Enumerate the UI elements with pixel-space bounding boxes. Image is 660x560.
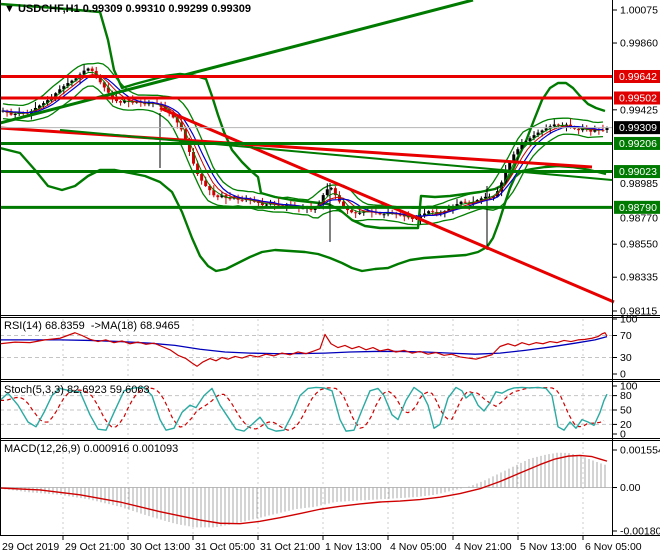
svg-text:29 Oct 21:00: 29 Oct 21:00 [65,541,125,553]
trendlines [0,0,615,304]
svg-text:0.98770: 0.98770 [620,213,658,225]
svg-text:70: 70 [620,330,632,342]
rsi-indicator-label: RSI(14) 68.8359 ->MA(18) 68.9465 [4,320,180,332]
svg-text:0.00: 0.00 [620,482,641,494]
svg-text:0.99023: 0.99023 [619,166,657,178]
svg-text:0.98550: 0.98550 [620,239,658,251]
svg-text:1 Nov 13:00: 1 Nov 13:00 [325,541,382,553]
horizontal-levels [0,74,613,209]
svg-text:0: 0 [620,429,626,441]
panel-borders [0,0,660,536]
svg-text:4 Nov 21:00: 4 Nov 21:00 [455,541,512,553]
macd-indicator-label: MACD(12,26,9) 0.000916 0.001093 [4,443,179,455]
stochastic-panel [0,386,613,432]
svg-text:30 Oct 13:00: 30 Oct 13:00 [130,541,190,553]
current-price-badge: 0.99309 [614,121,660,135]
svg-text:0: 0 [620,369,626,381]
price-level-badge: 0.99642 [614,69,660,83]
svg-text:0.99309: 0.99309 [619,122,657,134]
svg-text:0.99425: 0.99425 [620,104,658,116]
svg-text:30: 30 [620,352,632,364]
svg-text:100: 100 [620,314,638,326]
chart-title: ▼ USDCHF,H1 0.99309 0.99310 0.99299 0.99… [4,3,251,15]
svg-text:0.98790: 0.98790 [619,202,657,214]
svg-text:29 Oct 2019: 29 Oct 2019 [2,541,59,553]
price-level-badge: 0.99023 [614,165,660,179]
rsi-scale: 100 70 30 0 [613,314,638,381]
svg-text:-0.001801: -0.001801 [620,526,660,538]
svg-text:5 Nov 13:00: 5 Nov 13:00 [520,541,577,553]
time-axis: 29 Oct 2019 29 Oct 21:00 30 Oct 13:00 31 Oc… [2,536,642,553]
macd-panel [0,452,613,528]
svg-text:80: 80 [620,390,632,402]
svg-text:0.98335: 0.98335 [620,272,658,284]
svg-text:1.00075: 1.00075 [620,5,658,17]
price-level-badge: 0.98790 [614,200,660,214]
inner-bollinger-band [2,62,604,226]
price-level-badge: 0.99206 [614,136,660,150]
svg-text:31 Oct 21:00: 31 Oct 21:00 [260,541,320,553]
symbol-ohlc-title: USDCHF,H1 0.99309 0.99310 0.99299 0.9930… [17,3,251,15]
svg-text:0.99642: 0.99642 [619,71,657,83]
svg-text:0.99206: 0.99206 [619,138,657,150]
svg-text:0.99502: 0.99502 [619,92,657,104]
svg-text:50: 50 [620,405,632,417]
macd-scale: 0.001554 0.00 -0.001801 [613,445,660,538]
price-level-badge: 0.99502 [614,91,660,105]
rsi-panel [0,332,613,367]
svg-text:6 Nov 05:00: 6 Nov 05:00 [585,541,642,553]
svg-text:31 Oct 05:00: 31 Oct 05:00 [195,541,255,553]
svg-text:20: 20 [620,419,632,431]
svg-text:0.99860: 0.99860 [620,38,658,50]
symbol-dropdown-arrow-icon[interactable]: ▼ [4,3,15,15]
svg-text:0.001554: 0.001554 [620,445,660,457]
stoch-indicator-label: Stoch(5,3,3) 82.6923 59.6063 [4,384,150,396]
price-scale: 1.00075 0.99860 0.99425 0.98550 0.98335 0.981… [613,5,660,318]
svg-text:0.98115: 0.98115 [620,306,657,318]
svg-text:4 Nov 05:00: 4 Nov 05:00 [390,541,447,553]
svg-text:100: 100 [620,381,638,393]
svg-text:0.98985: 0.98985 [620,178,658,190]
